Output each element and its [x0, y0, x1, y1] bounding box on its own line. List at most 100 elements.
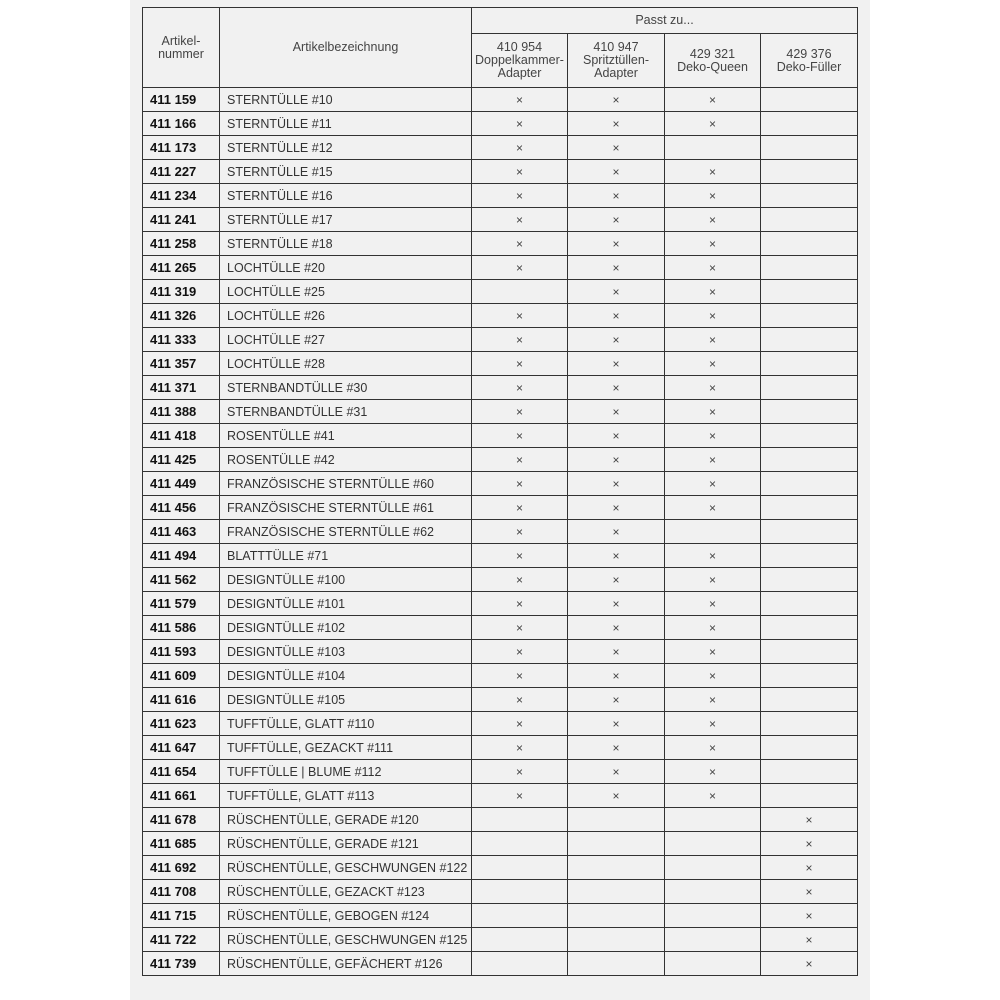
fit-mark: ×	[567, 663, 665, 688]
fit-mark: ×	[471, 783, 568, 808]
fit-mark	[664, 903, 761, 928]
article-name: STERNTÜLLE #12	[219, 135, 472, 160]
article-number: 411 593	[142, 639, 220, 664]
article-name: STERNBANDTÜLLE #31	[219, 399, 472, 424]
fit-mark	[760, 735, 858, 760]
fit-mark: ×	[664, 615, 761, 640]
fit-mark: ×	[471, 663, 568, 688]
article-number: 411 715	[142, 903, 220, 928]
article-number: 411 623	[142, 711, 220, 736]
article-name: DESIGNTÜLLE #105	[219, 687, 472, 712]
fit-mark: ×	[471, 687, 568, 712]
fit-mark: ×	[567, 519, 665, 544]
fit-mark: ×	[664, 399, 761, 424]
article-name: RÜSCHENTÜLLE, GESCHWUNGEN #122	[219, 855, 472, 880]
fit-mark	[760, 351, 858, 376]
fit-mark: ×	[471, 711, 568, 736]
article-name: LOCHTÜLLE #20	[219, 255, 472, 280]
fits-name: Doppelkammer- Adapter	[475, 53, 564, 80]
fit-mark	[664, 855, 761, 880]
fit-mark	[760, 783, 858, 808]
article-name: FRANZÖSISCHE STERNTÜLLE #60	[219, 471, 472, 496]
header-fits-3: 429 376 Deko-Füller	[760, 33, 858, 88]
fit-mark: ×	[471, 543, 568, 568]
fit-mark: ×	[567, 255, 665, 280]
article-number: 411 722	[142, 927, 220, 952]
table-row: 411 418 ROSENTÜLLE #41 × × ×	[142, 423, 858, 448]
table-row: 411 388 STERNBANDTÜLLE #31 × × ×	[142, 399, 858, 424]
fit-mark: ×	[664, 783, 761, 808]
fit-mark: ×	[471, 303, 568, 328]
fit-mark: ×	[664, 279, 761, 304]
article-number: 411 173	[142, 135, 220, 160]
article-number: 411 326	[142, 303, 220, 328]
fit-mark	[760, 543, 858, 568]
article-number: 411 227	[142, 159, 220, 184]
article-number: 411 159	[142, 87, 220, 112]
table-row: 411 265 LOCHTÜLLE #20 × × ×	[142, 255, 858, 280]
fit-mark: ×	[567, 783, 665, 808]
table-row: 411 739 RÜSCHENTÜLLE, GEFÄCHERT #126 ×	[142, 951, 858, 976]
table-row: 411 654 TUFFTÜLLE | BLUME #112 × × ×	[142, 759, 858, 784]
article-number: 411 456	[142, 495, 220, 520]
fit-mark: ×	[664, 471, 761, 496]
article-name: TUFFTÜLLE, GEZACKT #111	[219, 735, 472, 760]
fit-mark: ×	[567, 495, 665, 520]
fit-mark: ×	[471, 399, 568, 424]
article-name: FRANZÖSISCHE STERNTÜLLE #61	[219, 495, 472, 520]
article-number: 411 463	[142, 519, 220, 544]
fit-mark	[760, 567, 858, 592]
fit-mark: ×	[567, 183, 665, 208]
fit-mark: ×	[567, 591, 665, 616]
fit-mark: ×	[567, 471, 665, 496]
fit-mark	[760, 135, 858, 160]
table-row: 411 593 DESIGNTÜLLE #103 × × ×	[142, 639, 858, 664]
article-name: DESIGNTÜLLE #100	[219, 567, 472, 592]
article-name: STERNTÜLLE #16	[219, 183, 472, 208]
fit-mark: ×	[664, 735, 761, 760]
article-name: LOCHTÜLLE #26	[219, 303, 472, 328]
fit-mark	[567, 951, 665, 976]
article-number: 411 234	[142, 183, 220, 208]
table-row: 411 708 RÜSCHENTÜLLE, GEZACKT #123 ×	[142, 879, 858, 904]
header-fits-1: 410 947 Spritztüllen- Adapter	[567, 33, 665, 88]
fit-mark: ×	[471, 591, 568, 616]
article-number: 411 357	[142, 351, 220, 376]
fit-mark: ×	[471, 423, 568, 448]
article-name: LOCHTÜLLE #28	[219, 351, 472, 376]
article-number: 411 265	[142, 255, 220, 280]
fit-mark: ×	[471, 111, 568, 136]
fit-mark	[760, 471, 858, 496]
article-number: 411 708	[142, 879, 220, 904]
fit-mark: ×	[471, 519, 568, 544]
article-number: 411 494	[142, 543, 220, 568]
fits-number: 429 376	[786, 46, 832, 61]
fit-mark: ×	[567, 231, 665, 256]
fit-mark: ×	[664, 111, 761, 136]
article-name: RÜSCHENTÜLLE, GEZACKT #123	[219, 879, 472, 904]
fit-mark	[760, 423, 858, 448]
fit-mark: ×	[664, 495, 761, 520]
table-row: 411 159 STERNTÜLLE #10 × × ×	[142, 87, 858, 112]
fit-mark: ×	[760, 807, 858, 832]
fit-mark: ×	[471, 471, 568, 496]
article-number: 411 609	[142, 663, 220, 688]
fit-mark: ×	[567, 375, 665, 400]
table-row: 411 678 RÜSCHENTÜLLE, GERADE #120 ×	[142, 807, 858, 832]
article-name: LOCHTÜLLE #27	[219, 327, 472, 352]
table-row: 411 661 TUFFTÜLLE, GLATT #113 × × ×	[142, 783, 858, 808]
fit-mark	[760, 207, 858, 232]
fit-mark: ×	[664, 663, 761, 688]
fits-number: 410 954	[496, 40, 543, 54]
fit-mark: ×	[567, 447, 665, 472]
fit-mark: ×	[664, 303, 761, 328]
fit-mark: ×	[567, 423, 665, 448]
table-row: 411 227 STERNTÜLLE #15 × × ×	[142, 159, 858, 184]
fit-mark: ×	[471, 183, 568, 208]
table-row: 411 234 STERNTÜLLE #16 × × ×	[142, 183, 858, 208]
fit-mark: ×	[664, 447, 761, 472]
fit-mark: ×	[664, 591, 761, 616]
table-row: 411 609 DESIGNTÜLLE #104 × × ×	[142, 663, 858, 688]
fit-mark: ×	[664, 231, 761, 256]
article-number: 411 418	[142, 423, 220, 448]
